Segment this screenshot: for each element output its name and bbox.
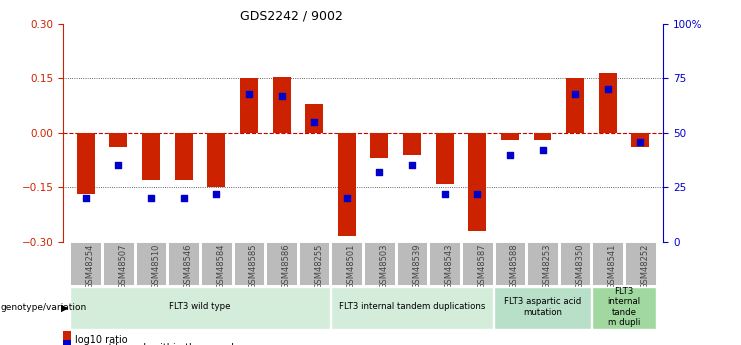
Bar <box>338 133 356 236</box>
Bar <box>207 133 225 187</box>
FancyBboxPatch shape <box>462 241 493 285</box>
Text: FLT3 aspartic acid
mutation: FLT3 aspartic acid mutation <box>504 297 581 317</box>
Bar <box>77 133 95 195</box>
Bar <box>175 133 193 180</box>
FancyBboxPatch shape <box>70 287 330 329</box>
Point <box>602 87 614 92</box>
Bar <box>273 77 290 133</box>
Point <box>536 147 548 153</box>
Point <box>471 191 483 196</box>
Bar <box>468 133 486 231</box>
Text: FLT3
internal
tande
m dupli: FLT3 internal tande m dupli <box>608 287 641 327</box>
Bar <box>142 133 160 180</box>
Point <box>178 195 190 201</box>
Text: FLT3 wild type: FLT3 wild type <box>169 303 230 312</box>
Text: ▶: ▶ <box>61 303 68 313</box>
Bar <box>305 104 323 133</box>
FancyBboxPatch shape <box>168 241 199 285</box>
Point <box>341 195 353 201</box>
FancyBboxPatch shape <box>559 241 591 285</box>
FancyBboxPatch shape <box>625 241 656 285</box>
Text: GSM48546: GSM48546 <box>184 244 193 289</box>
Text: GSM48586: GSM48586 <box>282 244 290 289</box>
FancyBboxPatch shape <box>331 241 362 285</box>
FancyBboxPatch shape <box>201 241 232 285</box>
Point <box>308 119 320 125</box>
Bar <box>370 133 388 158</box>
Point <box>243 91 255 97</box>
Text: GSM48541: GSM48541 <box>608 244 617 289</box>
Point <box>569 91 581 97</box>
Text: GSM48543: GSM48543 <box>445 244 453 289</box>
Bar <box>631 133 649 147</box>
Text: log10 ratio: log10 ratio <box>75 335 127 345</box>
FancyBboxPatch shape <box>103 241 134 285</box>
Bar <box>403 133 421 155</box>
Text: percentile rank within the sample: percentile rank within the sample <box>75 344 240 345</box>
Bar <box>240 78 258 133</box>
Text: GSM48510: GSM48510 <box>151 244 160 289</box>
FancyBboxPatch shape <box>266 241 297 285</box>
Point <box>80 195 92 201</box>
Bar <box>534 133 551 140</box>
Point <box>406 162 418 168</box>
FancyBboxPatch shape <box>592 287 656 329</box>
Text: FLT3 internal tandem duplications: FLT3 internal tandem duplications <box>339 303 485 312</box>
Point <box>439 191 451 196</box>
Text: GSM48584: GSM48584 <box>216 244 225 289</box>
FancyBboxPatch shape <box>494 287 591 329</box>
Bar <box>501 133 519 140</box>
Bar <box>110 133 127 147</box>
FancyBboxPatch shape <box>299 241 330 285</box>
FancyBboxPatch shape <box>592 241 623 285</box>
Title: GDS2242 / 9002: GDS2242 / 9002 <box>239 10 342 23</box>
FancyBboxPatch shape <box>494 241 525 285</box>
FancyBboxPatch shape <box>364 241 395 285</box>
Point <box>276 93 288 99</box>
FancyBboxPatch shape <box>70 241 102 285</box>
Text: GSM48253: GSM48253 <box>542 244 551 289</box>
Point <box>210 191 222 196</box>
Text: GSM48501: GSM48501 <box>347 244 356 289</box>
FancyBboxPatch shape <box>136 241 167 285</box>
Point <box>504 152 516 157</box>
Text: GSM48503: GSM48503 <box>379 244 388 289</box>
Bar <box>599 73 617 133</box>
Point <box>113 162 124 168</box>
Text: GSM48255: GSM48255 <box>314 244 323 289</box>
Point <box>634 139 646 144</box>
Text: genotype/variation: genotype/variation <box>1 303 87 313</box>
Text: GSM48539: GSM48539 <box>412 244 421 289</box>
Text: GSM48587: GSM48587 <box>477 244 486 289</box>
Bar <box>566 78 584 133</box>
Text: GSM48350: GSM48350 <box>575 244 584 289</box>
Text: GSM48588: GSM48588 <box>510 244 519 289</box>
FancyBboxPatch shape <box>233 241 265 285</box>
FancyBboxPatch shape <box>396 241 428 285</box>
FancyBboxPatch shape <box>527 241 558 285</box>
Point <box>373 169 385 175</box>
Text: GSM48252: GSM48252 <box>640 244 649 289</box>
Text: GSM48585: GSM48585 <box>249 244 258 289</box>
Text: GSM48507: GSM48507 <box>119 244 127 289</box>
Text: GSM48254: GSM48254 <box>86 244 95 289</box>
FancyBboxPatch shape <box>429 241 460 285</box>
FancyBboxPatch shape <box>331 287 493 329</box>
Point <box>145 195 157 201</box>
Bar <box>436 133 453 184</box>
